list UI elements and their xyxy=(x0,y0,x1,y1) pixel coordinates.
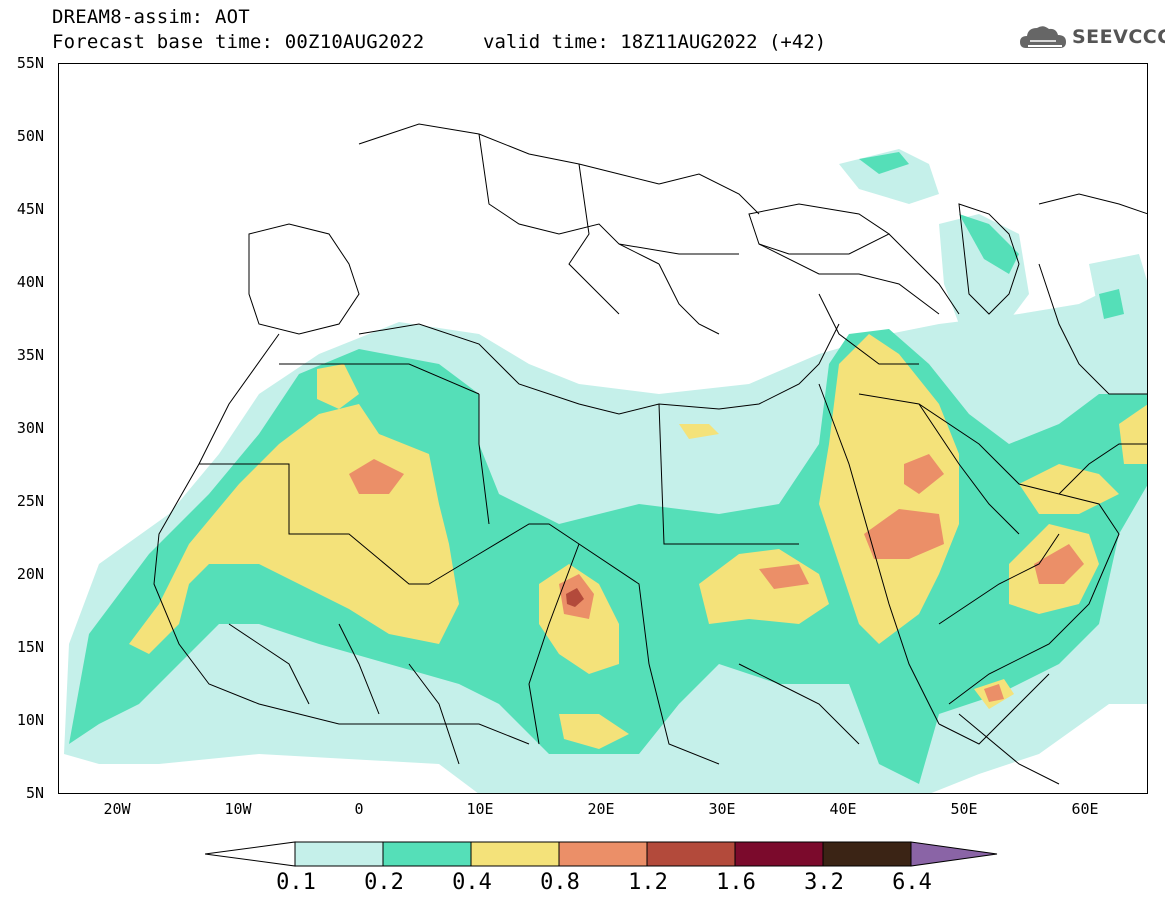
lat-label: 40N xyxy=(16,273,44,291)
aot-contour-0.8 xyxy=(904,454,944,494)
lon-label: 20W xyxy=(103,800,131,818)
border-line xyxy=(478,133,660,265)
lat-label: 10N xyxy=(16,711,44,729)
border-line xyxy=(338,623,380,715)
border-line xyxy=(918,403,1020,535)
border-line xyxy=(428,523,650,665)
border-line xyxy=(658,263,720,335)
border-line xyxy=(228,623,310,705)
lat-label: 5N xyxy=(25,784,44,802)
aot-contour-0.2 xyxy=(959,214,1019,274)
aot-contour-0.4 xyxy=(1119,404,1147,464)
valid-time: valid time: 18Z11AUG2022 (+42) xyxy=(483,31,827,53)
map-title: DREAM8-assim: AOT xyxy=(52,6,250,28)
aot-contour-0.4 xyxy=(679,424,719,439)
colorbar-segment xyxy=(294,841,384,867)
aot-contour-0.2 xyxy=(859,152,909,174)
border-line xyxy=(1038,263,1147,395)
colorbar-label: 0.8 xyxy=(540,870,580,895)
border-line xyxy=(958,713,1060,785)
lon-label: 60E xyxy=(1071,800,1099,818)
border-line xyxy=(528,543,580,745)
border-line xyxy=(658,403,799,545)
lat-label: 35N xyxy=(16,346,44,364)
lon-label: 30E xyxy=(708,800,736,818)
colorbar-low-triangle xyxy=(205,841,296,867)
colorbar-label: 0.2 xyxy=(364,870,404,895)
aot-map xyxy=(64,123,1147,793)
aot-contour-1.2 xyxy=(566,588,584,607)
aot-field xyxy=(64,149,1147,793)
border-line xyxy=(478,394,490,525)
seevccc-logo: SEEVCCC xyxy=(1018,20,1165,56)
lon-label: 50E xyxy=(950,800,978,818)
lon-label: 0 xyxy=(354,800,364,818)
lat-label: 55N xyxy=(16,54,44,72)
lon-label: 40E xyxy=(829,800,857,818)
aot-contour-0.4 xyxy=(539,564,619,674)
lat-label: 45N xyxy=(16,200,44,218)
colorbar-segment xyxy=(558,841,648,867)
colorbar-label: 1.2 xyxy=(628,870,668,895)
coastline-europe xyxy=(248,223,360,335)
lon-label: 10W xyxy=(224,800,252,818)
colorbar-segment xyxy=(470,841,560,867)
border-line xyxy=(408,663,460,765)
aot-contour-0.4 xyxy=(1019,464,1119,514)
colorbar-label: 6.4 xyxy=(892,870,932,895)
coastline-mediterranean xyxy=(358,323,840,415)
colorbar-segment xyxy=(734,841,824,867)
lon-label: 10E xyxy=(466,800,494,818)
coastline-caspian xyxy=(958,203,1020,315)
lat-label: 25N xyxy=(16,492,44,510)
border-line xyxy=(738,663,860,745)
aot-contour-0.2 xyxy=(1099,289,1124,319)
colorbar-label: 0.4 xyxy=(452,870,492,895)
aot-contour-0.8 xyxy=(864,509,944,559)
forecast-base-time: Forecast base time: 00Z10AUG2022 xyxy=(52,31,425,53)
border-line xyxy=(888,233,960,315)
coastline-black-sea xyxy=(748,203,890,255)
aot-contour-0.4 xyxy=(559,714,629,749)
lat-label: 50N xyxy=(16,127,44,145)
aot-contour-0.8 xyxy=(759,564,809,589)
border-line xyxy=(758,243,940,315)
lat-label: 20N xyxy=(16,565,44,583)
colorbar xyxy=(205,841,998,867)
border-line xyxy=(938,533,1060,625)
colorbar-segment xyxy=(822,841,912,867)
colorbar-label: 3.2 xyxy=(804,870,844,895)
colorbar-segment xyxy=(382,841,472,867)
border-line xyxy=(358,123,660,185)
colorbar-segment xyxy=(646,841,736,867)
border-line xyxy=(279,363,480,395)
lon-label: 20E xyxy=(587,800,615,818)
coastline-red-sea xyxy=(818,383,940,725)
border-line xyxy=(818,293,919,365)
coastline-horn xyxy=(938,673,1050,745)
aot-contour-0.4 xyxy=(317,364,359,409)
logo-text: SEEVCCC xyxy=(1072,26,1165,48)
map-area xyxy=(58,63,1148,794)
colorbar-high-triangle xyxy=(910,841,998,867)
coastline-africa-west xyxy=(153,333,530,745)
cloud-icon xyxy=(1020,26,1066,48)
aot-contour-0.8 xyxy=(984,684,1004,702)
colorbar-label: 1.6 xyxy=(716,870,756,895)
border-line xyxy=(1058,443,1147,495)
lat-label: 15N xyxy=(16,638,44,656)
colorbar-label: 0.1 xyxy=(276,870,316,895)
border-line xyxy=(1038,193,1147,215)
coastline-arabia xyxy=(858,393,1120,705)
border-line xyxy=(568,163,620,315)
border-line xyxy=(658,173,760,215)
border-line xyxy=(199,463,429,585)
border-line xyxy=(618,243,739,255)
border-line xyxy=(648,663,720,765)
aot-contour-0.8 xyxy=(349,459,404,494)
country-borders xyxy=(153,123,1147,785)
lat-label: 30N xyxy=(16,419,44,437)
aot-contour-0.8 xyxy=(1034,544,1084,584)
